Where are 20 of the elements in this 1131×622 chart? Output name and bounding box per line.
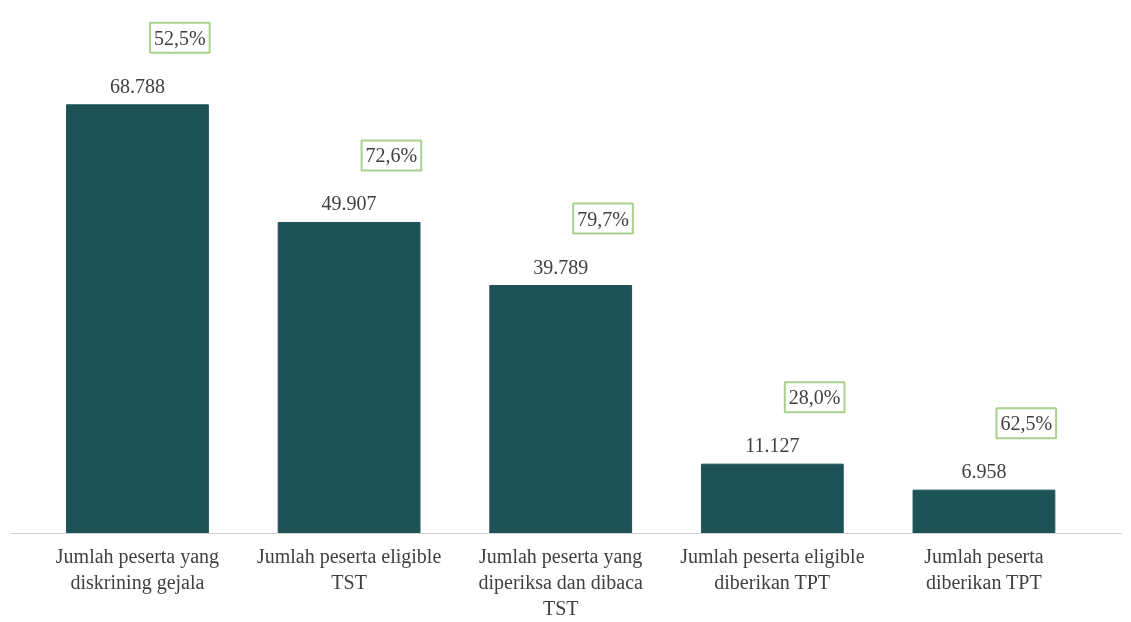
data-label: 49.907 xyxy=(321,192,377,215)
data-label: 39.789 xyxy=(533,255,589,278)
x-tick-label: Jumlah peserta yang diperiksa dan dibaca TST xyxy=(478,544,644,620)
annotation: 28,0% xyxy=(788,386,841,409)
x-tick-label: Jumlah peserta eligible diberikan TPT xyxy=(680,544,865,593)
annotation: 72,6% xyxy=(365,144,418,167)
text: 52,5% xyxy=(153,26,206,49)
x-tick-label: Jumlah peserta yang diskrining gejala xyxy=(55,544,220,594)
bar xyxy=(700,463,844,534)
bar xyxy=(489,285,633,534)
annotation: 62,5% xyxy=(1000,412,1053,435)
annotation: 79,7% xyxy=(577,207,629,230)
x-tick-label: Jumlah peserta diberikan TPT xyxy=(924,544,1044,593)
data-label: 68.788 xyxy=(109,74,165,97)
bar xyxy=(912,489,1056,534)
bar xyxy=(66,104,209,534)
data-label: 11.127 xyxy=(745,434,800,457)
data-label: 6.958 xyxy=(961,460,1007,483)
x-tick-label: Jumlah peserta eligible TST xyxy=(256,544,442,593)
bar xyxy=(277,221,421,534)
